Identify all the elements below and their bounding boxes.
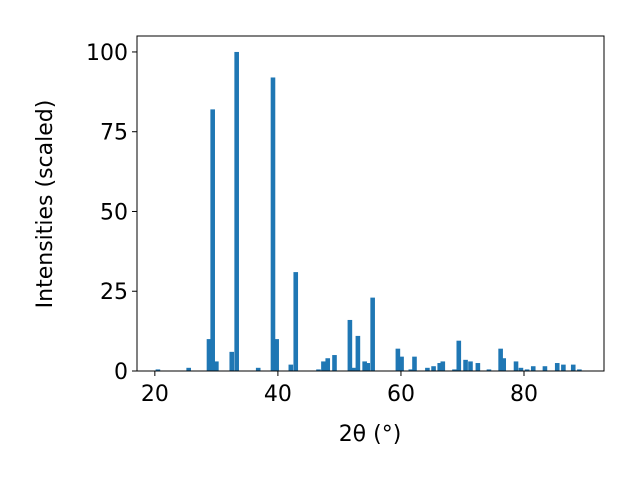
x-tick-label: 60 [387,382,415,407]
y-tick-label: 0 [114,360,128,385]
bar [524,369,530,371]
bar [210,109,215,371]
bar [365,363,371,371]
bar [412,356,417,371]
bar [437,363,443,371]
bar [155,369,161,371]
y-tick-label: 25 [100,280,128,305]
bar [431,366,436,371]
bar [399,356,404,371]
x-tick-label: 80 [510,382,538,407]
bar [321,361,326,371]
x-tick-label: 20 [141,382,169,407]
bar [293,272,299,371]
bar [370,297,375,371]
bar [513,361,519,371]
bar [456,340,462,371]
x-axis-label: 2θ (°) [339,422,402,447]
bar [475,363,481,371]
y-axis-label: Intensities (scaled) [33,100,58,309]
bar [362,361,367,371]
bar [501,358,507,371]
bar [554,363,560,371]
bar [274,339,279,371]
bar [234,51,239,371]
bar [355,335,361,371]
y-tick-label: 75 [100,121,128,146]
bar [468,361,473,371]
bar [270,77,276,371]
bar [452,369,457,371]
bar [486,369,492,371]
bar [332,355,337,371]
bar [347,319,353,371]
bar [577,369,582,371]
x-tick-label: 40 [264,382,292,407]
y-tick-label: 100 [86,41,128,66]
bar [255,367,261,371]
bar [288,364,294,371]
bar [425,367,430,371]
bar [542,366,548,371]
plot-frame [136,35,605,372]
y-tick-label: 50 [100,200,128,225]
bar [440,361,446,371]
bar [518,367,524,371]
bar [186,367,191,371]
bar [351,367,356,371]
bar [463,359,468,371]
bar [316,369,321,371]
bar [214,361,219,371]
bar [530,366,536,371]
bar [325,358,331,371]
bar [206,339,212,371]
bar [561,364,566,371]
bar [570,364,576,371]
bar [395,348,401,371]
bar [498,348,503,371]
bar [408,369,414,371]
bar [229,351,235,371]
